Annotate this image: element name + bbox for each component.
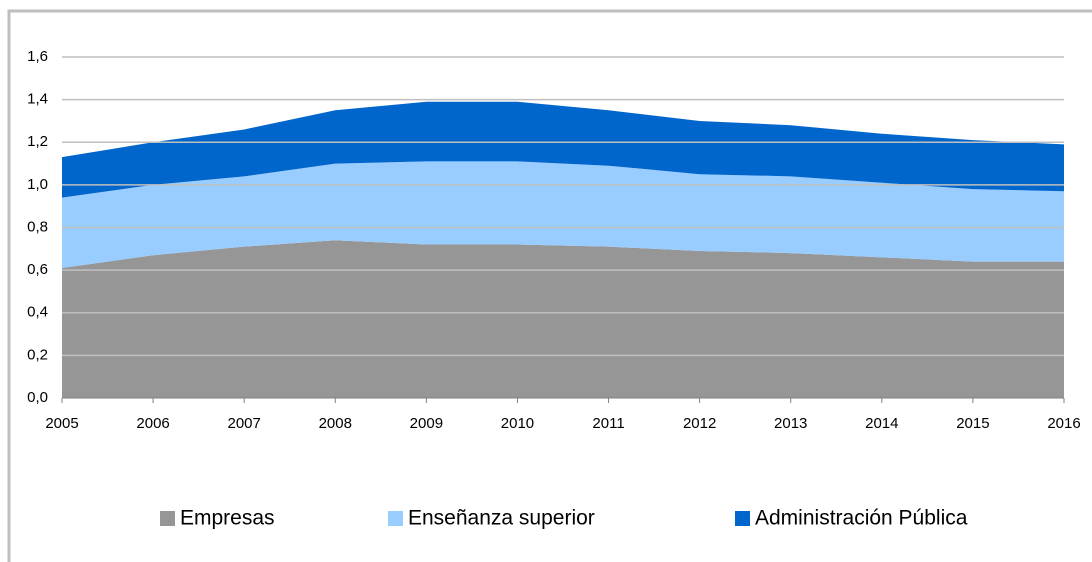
y-tick-label: 1,4: [27, 91, 48, 108]
frame: [7, 9, 1092, 562]
x-tick-label: 2008: [319, 415, 352, 432]
y-tick-label: 0,4: [27, 304, 48, 321]
legend-label: Administración Pública: [755, 507, 968, 530]
x-tick-label: 2006: [136, 415, 169, 432]
x-tick-label: 2014: [865, 415, 898, 432]
y-tick-label: 1,2: [27, 133, 48, 150]
y-tick-label: 1,6: [27, 48, 48, 65]
legend-swatch: [735, 511, 750, 526]
x-tick-label: 2005: [45, 415, 78, 432]
y-tick-label: 0,2: [27, 346, 48, 363]
legend-label: Empresas: [180, 507, 275, 530]
x-tick-label: 2009: [410, 415, 443, 432]
x-tick-label: 2016: [1047, 415, 1080, 432]
x-tick-label: 2007: [227, 415, 260, 432]
area: [62, 240, 1064, 398]
y-tick-label: 1,0: [27, 176, 48, 193]
x-tick-label: 2011: [592, 415, 624, 432]
legend-swatch: [160, 511, 175, 526]
x-tick-label: 2013: [774, 415, 807, 432]
legend-swatch: [388, 511, 403, 526]
x-tick-label: 2015: [956, 415, 989, 432]
area: [62, 161, 1064, 268]
y-tick-label: 0,8: [27, 218, 48, 235]
y-tick-label: 0,6: [27, 261, 48, 278]
y-tick-label: 0,0: [27, 389, 48, 406]
legend-label: Enseñanza superior: [408, 507, 595, 530]
area: [62, 101, 1064, 198]
x-tick-label: 2010: [501, 415, 534, 432]
x-tick-label: 2012: [683, 415, 716, 432]
